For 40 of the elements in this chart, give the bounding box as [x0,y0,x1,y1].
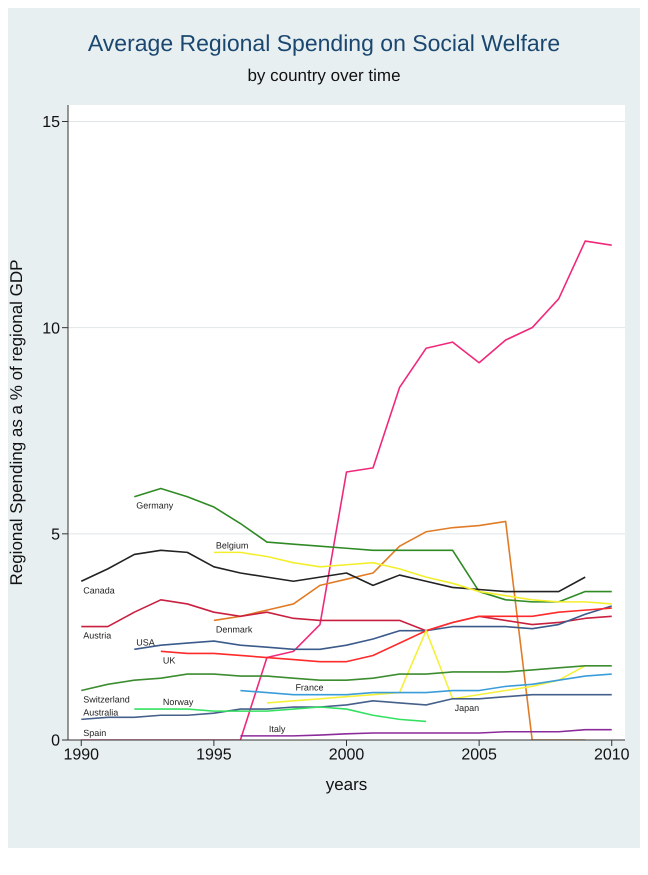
series-label: UK [162,655,176,666]
series-label: Denmark [216,624,253,634]
series-label: Italy [268,724,286,734]
chart-title: Average Regional Spending on Social Welfare [86,30,562,57]
series-label: Canada [83,585,115,596]
line-series [240,673,613,696]
x-axis-title: years [326,775,368,794]
line-series [266,630,586,704]
line-series [213,520,586,740]
x-tick-label: 2000 [328,746,364,764]
series-label: USA [136,637,155,648]
line-series [80,550,586,592]
y-tick-label: 10 [42,320,60,338]
series-label: Austria [83,630,112,641]
y-axis-title: Regional Spending as a % of regional GDP [7,259,26,586]
line-series [80,240,613,740]
line-series [213,552,613,605]
line-series [80,694,613,720]
line-series [80,599,613,632]
y-tick-label: 15 [42,114,60,132]
series-label: France [295,682,324,693]
line-series [80,664,613,692]
series-label: Belgium [216,540,248,550]
line-series [134,488,613,603]
series-label: Switzerland [83,694,130,705]
series-label: Norway [162,697,194,708]
series-label: Japan [454,702,480,713]
series-label: Spain [83,728,106,738]
line-series [160,607,613,662]
chart-subtitle: by country over time [246,66,402,86]
line-series [134,605,613,650]
y-tick-label: 5 [51,526,60,544]
line-series [134,706,427,722]
y-tick-label: 0 [51,732,60,750]
x-tick-label: 2005 [461,746,498,764]
x-tick-label: 1990 [63,746,100,764]
x-tick-label: 1995 [196,746,232,764]
series-label: Germany [136,500,174,511]
x-tick-label: 2010 [594,746,630,764]
series-label: Australia [83,707,118,718]
